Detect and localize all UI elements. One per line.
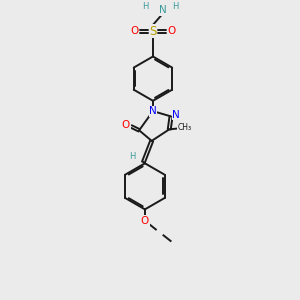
Text: N: N (172, 110, 180, 120)
Text: O: O (130, 26, 139, 36)
Text: CH₃: CH₃ (178, 123, 192, 132)
Text: N: N (149, 106, 157, 116)
Text: H: H (142, 2, 148, 11)
Text: H: H (129, 152, 135, 161)
Text: O: O (122, 120, 130, 130)
Text: O: O (141, 216, 149, 226)
Text: N: N (159, 5, 167, 15)
Text: S: S (149, 25, 157, 38)
Text: O: O (167, 26, 176, 36)
Text: H: H (172, 2, 179, 11)
